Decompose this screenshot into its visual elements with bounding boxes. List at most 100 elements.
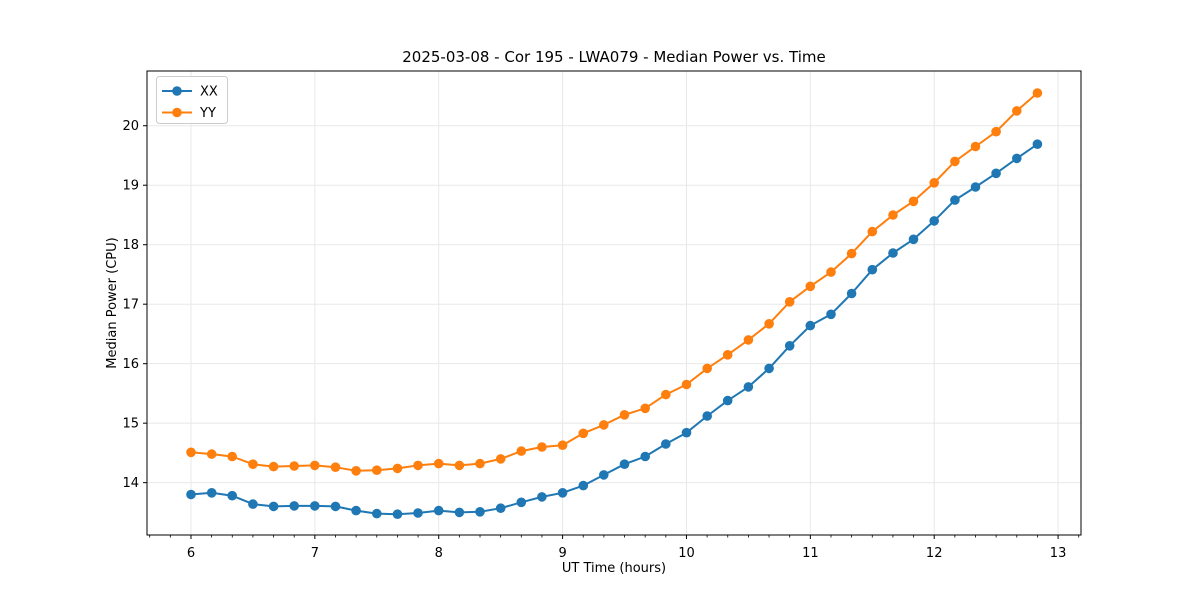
data-point-XX — [433, 505, 444, 516]
data-point-YY — [495, 454, 506, 464]
data-point-YY — [475, 458, 485, 469]
data-point-YY — [268, 461, 279, 472]
y-tick-label: 16 — [122, 357, 139, 372]
data-point-XX — [991, 168, 1001, 179]
data-point-YY — [784, 297, 795, 307]
data-point-YY — [846, 248, 857, 259]
data-point-XX — [970, 182, 981, 192]
data-point-YY — [248, 459, 258, 470]
data-point-YY — [661, 389, 671, 400]
data-point-YY — [640, 403, 650, 414]
x-tick-label: 13 — [1050, 546, 1067, 561]
data-point-YY — [743, 335, 754, 345]
data-point-XX — [950, 195, 960, 205]
data-point-YY — [330, 462, 341, 473]
data-point-YY — [929, 178, 939, 188]
data-point-YY — [578, 428, 589, 439]
y-tick-label: 17 — [122, 298, 139, 313]
data-point-XX — [392, 509, 403, 519]
data-point-XX — [330, 501, 341, 512]
data-point-XX — [248, 499, 258, 509]
data-point-YY — [392, 463, 403, 474]
data-point-XX — [1012, 153, 1022, 164]
data-point-XX — [310, 501, 320, 511]
data-point-XX — [372, 508, 382, 519]
data-point-XX — [557, 488, 568, 498]
data-point-XX — [454, 507, 465, 518]
data-point-YY — [454, 460, 465, 471]
x-tick-label: 7 — [311, 546, 319, 561]
x-tick-label: 6 — [187, 546, 195, 561]
chart-title: 2025-03-08 - Cor 195 - LWA079 - Median P… — [402, 48, 826, 66]
data-point-YY — [372, 465, 382, 476]
data-point-XX — [929, 216, 939, 226]
data-point-XX — [888, 248, 898, 258]
data-point-XX — [537, 492, 547, 502]
data-point-XX — [268, 501, 279, 512]
data-point-YY — [970, 141, 981, 152]
legend-label: XX — [200, 85, 218, 100]
x-tick-label: 10 — [678, 546, 695, 561]
data-point-XX — [784, 341, 795, 351]
data-point-YY — [1012, 106, 1022, 116]
data-point-YY — [186, 447, 196, 458]
data-point-XX — [516, 497, 527, 508]
data-point-YY — [1032, 88, 1043, 98]
legend: XX YY — [156, 76, 228, 124]
series-line-YY — [190, 92, 1039, 472]
data-point-YY — [289, 461, 300, 471]
data-point-YY — [557, 440, 568, 451]
data-point-YY — [722, 350, 733, 360]
data-point-XX — [640, 451, 650, 462]
data-point-YY — [227, 451, 237, 462]
data-point-YY — [599, 420, 609, 430]
data-point-YY — [619, 410, 630, 420]
data-point-XX — [1032, 139, 1043, 149]
data-point-YY — [908, 196, 919, 207]
axis-ticks — [143, 125, 1080, 539]
data-point-XX — [227, 490, 237, 501]
x-tick-label: 9 — [558, 546, 566, 561]
x-tick-label: 11 — [802, 546, 819, 561]
data-point-XX — [206, 488, 217, 498]
data-point-YY — [433, 458, 444, 469]
x-tick-label: 12 — [926, 546, 943, 561]
data-point-XX — [495, 503, 506, 513]
grid-lines — [147, 71, 1081, 535]
data-point-XX — [578, 480, 589, 491]
x-tick-label: 8 — [435, 546, 443, 561]
y-axis-label: Median Power (CPU) — [105, 237, 120, 368]
legend-label: YY — [199, 106, 216, 121]
y-tick-label: 15 — [122, 417, 139, 432]
data-point-YY — [826, 267, 836, 277]
data-point-YY — [310, 460, 320, 471]
data-point-XX — [413, 508, 423, 518]
data-point-XX — [867, 264, 878, 275]
data-point-XX — [908, 234, 919, 245]
tick-labels: 6 7 8 9 10 11 12 13 14 15 16 17 18 19 20 — [122, 119, 1066, 561]
data-point-XX — [826, 309, 836, 320]
data-point-XX — [743, 382, 754, 392]
data-point-XX — [764, 363, 774, 374]
y-tick-label: 19 — [122, 179, 139, 194]
data-point-YY — [950, 156, 960, 167]
data-point-YY — [681, 379, 692, 390]
data-point-YY — [351, 466, 361, 476]
data-point-XX — [186, 489, 196, 500]
data-point-YY — [206, 449, 217, 459]
data-point-YY — [537, 442, 547, 452]
y-tick-label: 18 — [122, 238, 139, 253]
data-point-XX — [681, 427, 692, 438]
data-point-XX — [661, 439, 671, 449]
data-point-YY — [516, 446, 527, 456]
data-point-XX — [475, 507, 485, 517]
data-series — [186, 88, 1043, 519]
data-point-XX — [599, 470, 609, 480]
data-point-XX — [722, 395, 733, 406]
legend-marker-icon — [172, 107, 182, 118]
data-point-XX — [289, 501, 300, 511]
data-point-YY — [991, 126, 1001, 137]
data-point-XX — [846, 288, 857, 299]
data-point-XX — [619, 459, 630, 470]
